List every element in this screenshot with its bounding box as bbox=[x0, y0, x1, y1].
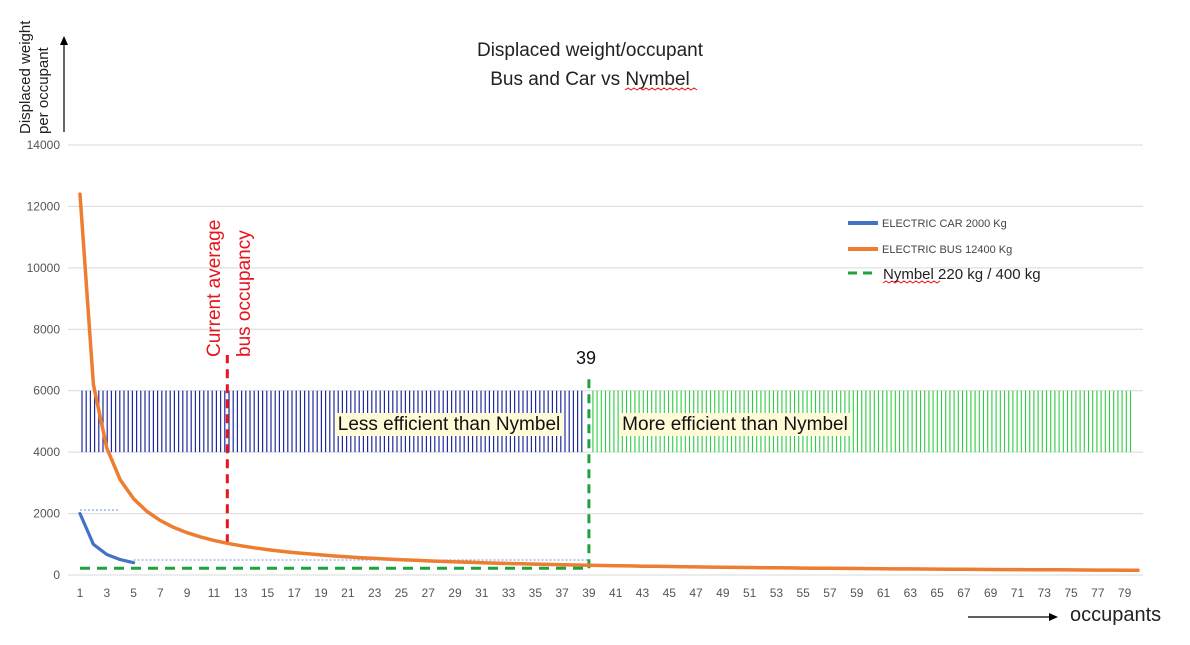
threshold-label: 39 bbox=[576, 348, 596, 368]
more-efficient-label: More efficient than Nymbel bbox=[622, 414, 848, 435]
x-tick-label: 41 bbox=[609, 586, 623, 600]
bus-occupancy-label-line-2: bus occupancy bbox=[234, 230, 255, 357]
x-tick-label: 29 bbox=[448, 586, 462, 600]
y-axis-label: Displaced weight per occupant bbox=[17, 20, 52, 134]
more-efficient-label-bg bbox=[619, 413, 851, 436]
x-tick-label: 71 bbox=[1011, 586, 1025, 600]
legend-label-car: ELECTRIC CAR 2000 Kg bbox=[882, 218, 1007, 230]
x-tick-label: 39 bbox=[582, 586, 596, 600]
x-tick-label: 7 bbox=[157, 586, 164, 600]
y-tick-label: 12000 bbox=[27, 199, 61, 213]
x-tick-label: 19 bbox=[314, 586, 328, 600]
spellcheck-underline bbox=[624, 87, 698, 91]
x-tick-label: 59 bbox=[850, 586, 864, 600]
legend-label-bus: ELECTRIC BUS 12400 Kg bbox=[882, 244, 1012, 256]
reference-lines bbox=[80, 355, 591, 569]
x-tick-label: 49 bbox=[716, 586, 730, 600]
x-tick-label: 31 bbox=[475, 586, 489, 600]
legend: ELECTRIC CAR 2000 Kg ELECTRIC BUS 12400 … bbox=[848, 218, 1041, 284]
bus-occupancy-label-line-1: Current average bbox=[204, 220, 225, 357]
x-tick-label: 43 bbox=[636, 586, 650, 600]
x-tick-label: 63 bbox=[904, 586, 918, 600]
x-tick-label: 11 bbox=[208, 586, 221, 600]
x-axis-ticks: 1 3 5 7 9 11 13 15 17 19 21 23 25 27 29 31 33 35 37 39 41 43 4… bbox=[77, 586, 1132, 600]
x-tick-label: 13 bbox=[234, 586, 248, 600]
x-tick-label: 51 bbox=[743, 586, 757, 600]
chart-title-line-2: Bus and Car vs Nymbel bbox=[490, 69, 690, 90]
x-tick-label: 23 bbox=[368, 586, 382, 600]
x-tick-label: 1 bbox=[77, 586, 84, 600]
gridlines bbox=[68, 144, 1143, 576]
x-tick-label: 35 bbox=[529, 586, 543, 600]
x-tick-label: 77 bbox=[1091, 586, 1105, 600]
electric-bus-line bbox=[78, 192, 1140, 572]
less-efficient-label: Less efficient than Nymbel bbox=[338, 414, 561, 435]
x-tick-label: 73 bbox=[1038, 586, 1052, 600]
x-tick-label: 17 bbox=[288, 586, 302, 600]
y-axis-label-line-2: per occupant bbox=[35, 46, 52, 134]
x-tick-label: 45 bbox=[663, 586, 677, 600]
x-tick-label: 55 bbox=[797, 586, 811, 600]
x-tick-label: 15 bbox=[261, 586, 275, 600]
x-tick-label: 5 bbox=[130, 586, 137, 600]
x-tick-label: 47 bbox=[689, 586, 703, 600]
x-axis-arrow bbox=[968, 613, 1058, 621]
series-lines bbox=[78, 192, 1140, 572]
y-tick-label: 6000 bbox=[33, 384, 60, 398]
legend-label-nymbel: Nymbel 220 kg / 400 kg bbox=[883, 266, 1041, 283]
x-tick-label: 21 bbox=[341, 586, 355, 600]
y-tick-label: 14000 bbox=[27, 138, 61, 152]
y-tick-label: 2000 bbox=[33, 507, 60, 521]
x-tick-label: 53 bbox=[770, 586, 784, 600]
y-tick-label: 8000 bbox=[33, 322, 60, 336]
x-tick-label: 27 bbox=[422, 586, 436, 600]
electric-car-line bbox=[78, 512, 136, 565]
y-tick-label: 4000 bbox=[33, 445, 60, 459]
y-axis-arrow bbox=[60, 36, 68, 132]
x-tick-label: 3 bbox=[103, 586, 110, 600]
x-tick-label: 75 bbox=[1064, 586, 1078, 600]
x-tick-label: 65 bbox=[930, 586, 944, 600]
spellcheck-underline-legend bbox=[882, 280, 941, 284]
y-axis-ticks: 0 2000 4000 6000 8000 10000 12000 14000 bbox=[27, 138, 61, 582]
x-tick-label: 79 bbox=[1118, 586, 1132, 600]
x-tick-label: 9 bbox=[184, 586, 191, 600]
less-efficient-label-bg bbox=[334, 413, 564, 436]
chart-title-line-1: Displaced weight/occupant bbox=[477, 40, 704, 61]
x-axis-label: occupants bbox=[1070, 604, 1161, 626]
y-tick-label: 10000 bbox=[27, 261, 61, 275]
x-tick-label: 61 bbox=[877, 586, 891, 600]
x-tick-label: 67 bbox=[957, 586, 971, 600]
x-tick-label: 69 bbox=[984, 586, 998, 600]
x-tick-label: 37 bbox=[555, 586, 569, 600]
x-tick-label: 25 bbox=[395, 586, 409, 600]
x-tick-label: 57 bbox=[823, 586, 837, 600]
y-tick-label: 0 bbox=[53, 568, 60, 582]
y-axis-label-line-1: Displaced weight bbox=[17, 20, 34, 134]
x-tick-label: 33 bbox=[502, 586, 516, 600]
